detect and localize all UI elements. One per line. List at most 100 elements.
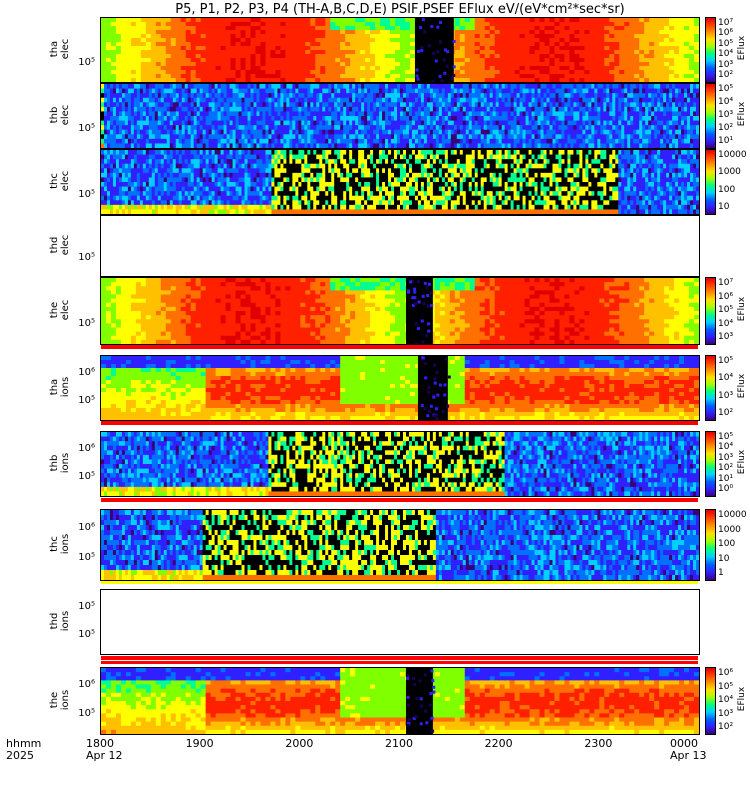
heatmap-cell (148, 150, 153, 156)
heatmap-cell (379, 93, 383, 99)
heatmap-cell (456, 125, 461, 131)
heatmap-cell (300, 30, 306, 35)
heatmap-cell (145, 102, 150, 108)
heatmap-cell (130, 168, 135, 174)
heatmap-cell (283, 134, 287, 140)
heatmap-cell (140, 58, 147, 63)
heatmap-cell (241, 138, 246, 145)
heatmap-cell (514, 22, 521, 27)
heatmap-cell (681, 116, 685, 122)
heatmap-cell (358, 106, 362, 113)
heatmap-cell (454, 26, 461, 31)
heatmap-cell (154, 97, 159, 103)
heatmap-cell (489, 102, 494, 108)
heatmap-cell (522, 120, 527, 126)
heatmap-cell (484, 58, 491, 63)
heatmap-cell (629, 78, 635, 82)
heatmap-cell (315, 34, 321, 39)
heatmap-cell (669, 46, 675, 51)
heatmap-cell (495, 116, 500, 122)
heatmap-cell (495, 97, 500, 103)
heatmap-cell (499, 78, 506, 82)
heatmap-cell (495, 120, 500, 126)
heatmap-cell (672, 143, 676, 148)
heatmap-cell (405, 138, 410, 145)
heatmap-cell (435, 93, 440, 99)
heatmap-cell (115, 22, 122, 27)
heatmap-cell (519, 78, 526, 82)
heatmap-cell (136, 125, 141, 131)
heatmap-cell (286, 116, 290, 122)
heatmap-cell (130, 186, 135, 192)
heatmap-cell (693, 97, 697, 103)
heatmap-cell (654, 106, 658, 113)
heatmap-cell (642, 88, 646, 94)
heatmap-cell (148, 204, 153, 211)
heatmap-cell (350, 42, 356, 47)
heatmap-cell (120, 50, 127, 55)
heatmap-cell (552, 129, 557, 135)
heatmap-cell (365, 58, 371, 63)
heatmap-cell (255, 50, 262, 55)
heatmap-cell (154, 138, 159, 145)
heatmap-cell (609, 106, 613, 113)
heatmap-cell (225, 50, 232, 55)
heatmap-cell (250, 102, 255, 108)
heatmap-cell (504, 129, 509, 135)
heatmap-cell (380, 50, 386, 55)
heatmap-cell (265, 84, 270, 90)
heatmap-cell (109, 163, 114, 169)
heatmap-cell (649, 22, 655, 27)
heatmap-cell (157, 84, 162, 90)
heatmap-cell (693, 134, 697, 140)
heatmap-cell (462, 125, 467, 131)
heatmap-cell (558, 93, 563, 99)
heatmap-cell (634, 50, 640, 55)
heatmap-cell (145, 58, 152, 63)
heatmap-cell (130, 26, 137, 31)
heatmap-cell (645, 129, 649, 135)
heatmap-cell (636, 88, 640, 94)
heatmap-cell (654, 88, 658, 94)
heatmap-cell (534, 34, 541, 39)
heatmap-cell (483, 120, 488, 126)
heatmap-cell (195, 54, 202, 59)
heatmap-cell (175, 125, 180, 131)
heatmap-cell (639, 22, 645, 27)
heatmap-cell (136, 88, 141, 94)
heatmap-cell (223, 93, 228, 99)
heatmap-cell (130, 138, 135, 145)
heatmap-cell (139, 125, 144, 131)
heatmap-cell (169, 93, 174, 99)
heatmap-cell (274, 125, 279, 131)
heatmap-cell (364, 138, 368, 145)
heatmap-cell (220, 125, 225, 131)
heatmap-cell (268, 138, 273, 145)
heatmap-cell (185, 26, 192, 31)
heatmap-cell (681, 125, 685, 131)
heatmap-cell (579, 111, 583, 117)
heatmap-cell (274, 120, 279, 126)
heatmap-cell (659, 66, 665, 71)
heatmap-cell (178, 93, 183, 99)
heatmap-cell (286, 84, 290, 90)
heatmap-cell (669, 111, 673, 117)
heatmap-cell (456, 116, 461, 122)
heatmap-cell (528, 134, 533, 140)
heatmap-cell (118, 134, 123, 140)
heatmap-cell (145, 22, 152, 27)
heatmap-cell (166, 106, 171, 113)
heatmap-cell (280, 125, 284, 131)
heatmap-cell (390, 78, 396, 82)
heatmap-cell (614, 30, 620, 35)
heatmap-cell (544, 54, 551, 59)
heatmap-cell (644, 46, 650, 51)
heatmap-cell (394, 120, 398, 126)
heatmap-cell (441, 111, 446, 117)
heatmap-cell (630, 138, 634, 145)
heatmap-cell (468, 134, 473, 140)
heatmap-cell (165, 22, 172, 27)
heatmap-cell (185, 22, 192, 27)
heatmap-cell (229, 93, 234, 99)
heatmap-cell (241, 93, 246, 99)
